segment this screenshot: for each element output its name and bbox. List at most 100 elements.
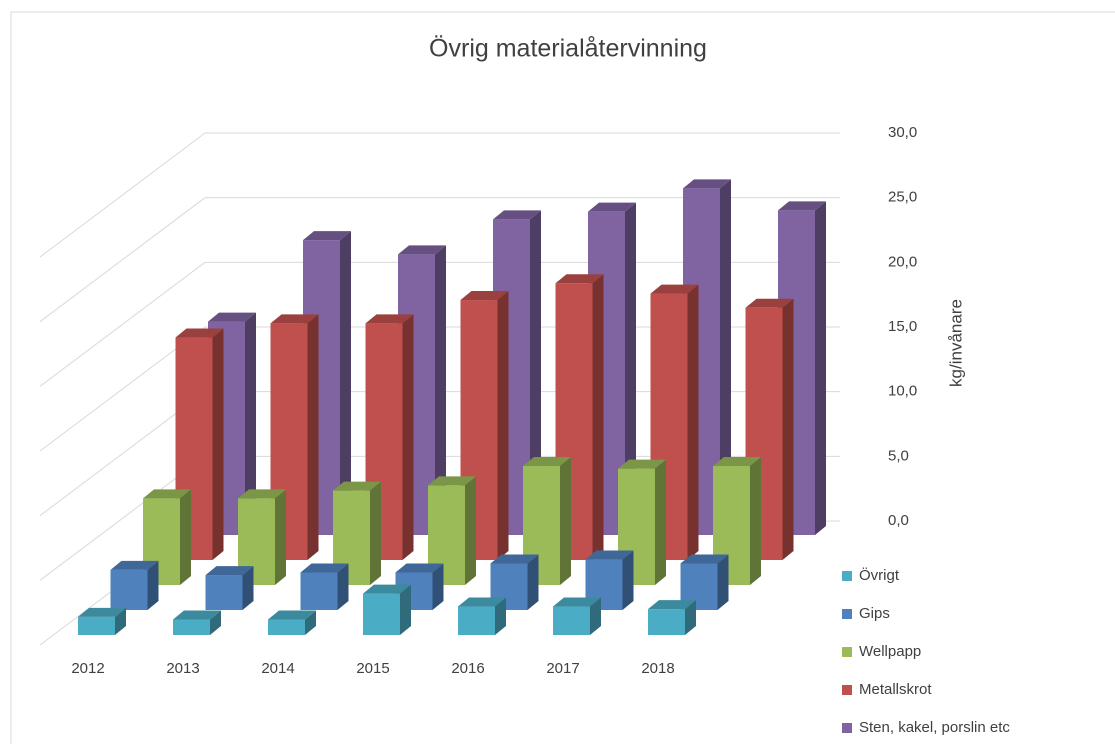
x-tick-label: 2015 xyxy=(356,660,389,677)
bar-front xyxy=(205,575,243,610)
bar-side xyxy=(720,179,731,536)
bar-side xyxy=(435,245,446,535)
bar-side xyxy=(592,274,604,560)
y-tick-label: 15,0 xyxy=(888,318,917,335)
x-tick-label: 2012 xyxy=(71,660,104,677)
bar-top xyxy=(300,563,349,573)
bar-side xyxy=(782,298,794,560)
bar-side xyxy=(622,550,634,610)
bar-side xyxy=(687,284,699,560)
bar-side xyxy=(212,328,224,560)
bar-top xyxy=(493,210,541,220)
bar-top xyxy=(208,312,256,322)
bar-side xyxy=(210,610,221,635)
bar-top xyxy=(683,179,731,189)
bar-side xyxy=(625,202,636,535)
x-tick-label: 2018 xyxy=(641,660,674,677)
bar-side xyxy=(497,291,509,560)
bar-top xyxy=(205,566,254,576)
legend-swatch xyxy=(842,647,852,657)
bar-side xyxy=(337,563,349,610)
x-tick-label: 2016 xyxy=(451,660,484,677)
bar-top xyxy=(523,457,571,467)
bar-top xyxy=(333,481,381,491)
side-grid-line xyxy=(39,132,206,258)
bar-top xyxy=(555,274,604,284)
y-tick-label: 20,0 xyxy=(888,253,917,270)
bar-side xyxy=(307,314,319,560)
bar-side xyxy=(815,201,826,535)
bar-top xyxy=(588,202,636,212)
bar-top xyxy=(303,231,351,241)
bar-front xyxy=(300,572,338,610)
bar-side xyxy=(275,489,286,585)
bar-top xyxy=(395,563,444,573)
y-tick-label: 10,0 xyxy=(888,383,917,400)
legend-swatch xyxy=(842,723,852,733)
chart-title: Övrig materialåtervinning xyxy=(429,35,707,63)
bar-front xyxy=(648,609,685,635)
x-tick-label: 2017 xyxy=(546,660,579,677)
bar-top xyxy=(78,607,126,617)
bar-side xyxy=(180,489,191,585)
bar-side xyxy=(400,584,411,635)
bar-side xyxy=(560,457,571,585)
bar-side xyxy=(245,312,256,535)
bar-side xyxy=(115,607,126,635)
side-grid-line xyxy=(39,197,206,323)
y-tick-label: 30,0 xyxy=(888,124,917,141)
bar-side xyxy=(147,560,159,610)
bar-top xyxy=(648,600,696,610)
bar-side xyxy=(370,481,381,585)
bar-top xyxy=(650,284,699,294)
bar-top xyxy=(143,489,191,499)
bar-front xyxy=(363,593,400,635)
bar-top xyxy=(458,597,506,607)
legend-label: Wellpapp xyxy=(859,643,921,660)
side-grid-line xyxy=(39,261,206,387)
bar-side xyxy=(432,563,444,610)
y-tick-label: 25,0 xyxy=(888,189,917,206)
x-tick-label: 2013 xyxy=(166,660,199,677)
bar-top xyxy=(713,457,761,467)
bar-top xyxy=(460,291,509,301)
bar-top xyxy=(745,298,794,308)
bar-side xyxy=(495,597,506,635)
bar-top xyxy=(238,489,286,499)
bar-side xyxy=(590,597,601,635)
legend-swatch xyxy=(842,609,852,619)
bar-side xyxy=(685,600,696,635)
bar-side xyxy=(717,554,729,610)
bar-front xyxy=(110,569,148,610)
x-tick-label: 2014 xyxy=(261,660,294,677)
legend-swatch xyxy=(842,571,852,581)
y-tick-label: 5,0 xyxy=(888,447,909,464)
bar-top xyxy=(173,610,221,620)
bar-front xyxy=(173,619,210,635)
bar-side xyxy=(750,457,761,585)
bar-side xyxy=(655,459,666,585)
bar-top xyxy=(553,597,601,607)
bar-top xyxy=(175,328,224,338)
bar-top xyxy=(428,476,476,486)
bar-side xyxy=(527,554,539,610)
bar-front xyxy=(553,606,590,635)
bar-side xyxy=(465,476,476,585)
bar-top xyxy=(490,554,539,564)
y-tick-label: 0,0 xyxy=(888,512,909,529)
bar-top xyxy=(398,245,446,255)
bar-front xyxy=(268,619,305,635)
legend-swatch xyxy=(842,685,852,695)
bar-top xyxy=(365,314,414,324)
legend-label: Gips xyxy=(859,605,890,622)
bar-side xyxy=(530,210,541,535)
legend-label: Metallskrot xyxy=(859,681,932,698)
bar-top xyxy=(270,314,319,324)
legend-label: Sten, kakel, porslin etc xyxy=(859,719,1010,736)
legend-label: Övrigt xyxy=(859,566,900,584)
bar-side xyxy=(242,566,254,610)
bar-side xyxy=(402,314,414,560)
bar-front xyxy=(458,606,495,635)
